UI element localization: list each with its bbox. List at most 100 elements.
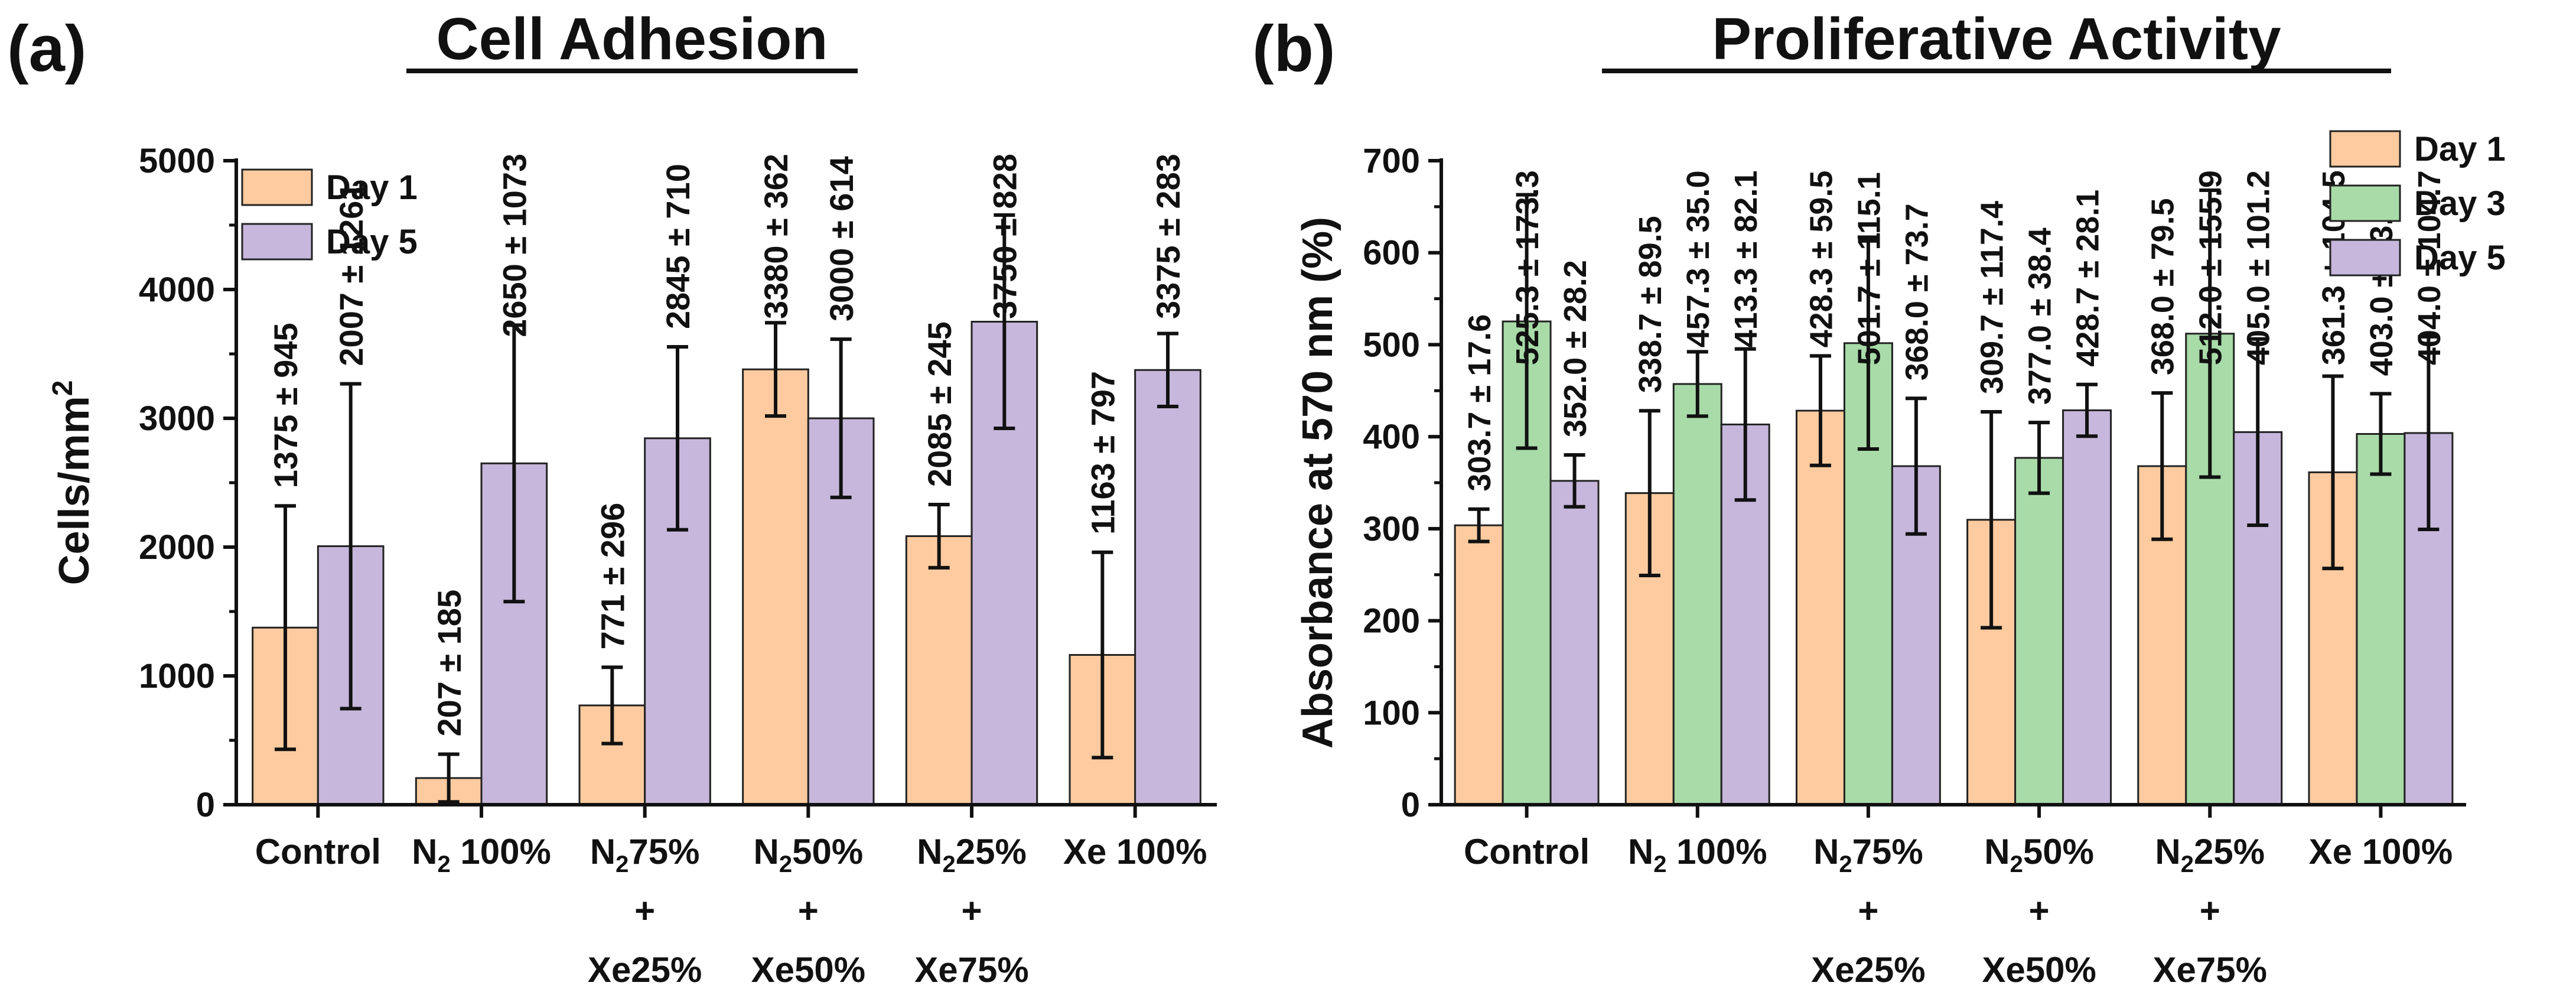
- y-axis-label: Cells/mm2: [47, 380, 98, 586]
- data-label: 413.3 ± 82.1: [1728, 171, 1764, 348]
- data-label: 368.0 ± 73.7: [1899, 203, 1935, 380]
- data-label: 3375 ± 283: [1149, 154, 1187, 319]
- legend-label: Day 5: [326, 223, 418, 261]
- x-tick-label-subscript: 2: [1653, 851, 1666, 877]
- x-tick-label-subscript: 2: [1839, 851, 1852, 877]
- data-label: 405.0 ± 101.2: [2241, 170, 2277, 365]
- x-tick-label-rest: 75%: [1852, 832, 1923, 871]
- x-tick-label-rest: 25%: [2194, 832, 2265, 871]
- x-tick-label-subscript: 2: [615, 851, 628, 877]
- x-tick-label: Xe 100%: [2309, 832, 2453, 871]
- x-tick-label: N250%: [1984, 832, 2094, 877]
- bar: [2014, 457, 2064, 806]
- x-tick-label-main: N: [753, 832, 779, 871]
- data-label: 377.0 ± 38.4: [2023, 227, 2058, 405]
- y-tick-label: 300: [1363, 510, 1420, 548]
- y-tick-label: 2000: [139, 528, 215, 567]
- data-label: 2007 ± 1261: [333, 183, 370, 366]
- x-tick-label-rest: 100%: [451, 832, 551, 871]
- y-tick-label: 1000: [139, 657, 215, 695]
- x-tick-label: N225%: [917, 832, 1027, 877]
- x-tick-label-subscript: 2: [2181, 851, 2194, 877]
- legend-label: Day 3: [2414, 184, 2506, 223]
- legend-swatch: [2329, 239, 2401, 277]
- x-tick-label: N275%: [1813, 832, 1923, 877]
- y-axis-label-superscript: 2: [47, 380, 79, 396]
- x-tick-label-line: Xe25%: [588, 950, 702, 990]
- data-label: 501.7 ± 115.1: [1851, 172, 1887, 365]
- y-tick-label: 0: [196, 786, 215, 824]
- bar: [1795, 409, 1845, 806]
- y-tick-label: 400: [1363, 418, 1420, 456]
- data-label: 1375 ± 945: [267, 323, 304, 488]
- y-tick-label: 700: [1363, 142, 1420, 180]
- data-label: 403.0 ± 43.7: [2364, 199, 2399, 376]
- y-axis-label-main: Cells/mm: [51, 396, 98, 585]
- x-tick-label-main: Xe 100%: [2309, 832, 2453, 871]
- legend-label: Day 5: [2414, 239, 2506, 277]
- bar: [2062, 409, 2112, 806]
- panel-b: (b) Proliferative Activity 303.7 ± 17.6 525…: [1252, 6, 2506, 990]
- data-label: 338.7 ± 89.5: [1633, 216, 1668, 393]
- data-label: 512.0 ± 155.9: [2193, 170, 2229, 365]
- x-tick-label-main: N: [917, 832, 942, 871]
- panel-tag: (b): [1252, 12, 1335, 85]
- x-tick-label-main: Control: [255, 832, 381, 871]
- x-tick-label-rest: 75%: [628, 832, 699, 871]
- y-tick-label: 5000: [139, 142, 215, 180]
- y-axis-label: Absorbance at 570 nm (%): [1294, 217, 1341, 749]
- bar: [2356, 432, 2406, 806]
- x-tick-label-rest: 25%: [956, 832, 1027, 871]
- data-label: 3380 ± 362: [757, 154, 794, 319]
- x-tick-label-main: N: [1984, 832, 2010, 871]
- x-tick-label-subscript: 2: [779, 851, 792, 877]
- data-label: 309.7 ± 117.4: [1975, 201, 2010, 394]
- legend-label: Day 1: [326, 168, 418, 207]
- legend-swatch: [2329, 130, 2401, 168]
- panel-title: Cell Adhesion: [436, 6, 828, 72]
- x-tick-label-main: N: [412, 832, 437, 871]
- legend-label: Day 1: [2414, 130, 2506, 168]
- x-tick-label-line: +: [1858, 891, 1878, 931]
- x-tick-label: N250%: [753, 832, 863, 877]
- data-label: 2650 ± 1073: [496, 154, 533, 337]
- data-label: 3750 ± 828: [986, 154, 1023, 319]
- bar: [1134, 369, 1201, 806]
- x-tick-label-line: +: [798, 891, 819, 931]
- data-label: 771 ± 296: [594, 503, 631, 650]
- data-label: 428.7 ± 28.1: [2070, 190, 2105, 367]
- data-label: 1163 ± 797: [1084, 371, 1121, 535]
- data-label: 303.7 ± 17.6: [1462, 314, 1497, 492]
- x-tick-label-subscript: 2: [437, 851, 450, 877]
- x-tick-label-line: +: [2029, 891, 2050, 931]
- y-tick-label: 600: [1363, 234, 1420, 272]
- data-label: 525.3 ± 173.3: [1510, 170, 1545, 365]
- x-tick-label-line: Xe75%: [2153, 950, 2267, 990]
- x-tick-label: N2 100%: [1628, 832, 1767, 877]
- legend-swatch: [2329, 184, 2401, 222]
- x-tick-label: N275%: [590, 832, 700, 877]
- x-tick-label: Control: [255, 832, 381, 871]
- data-label: 207 ± 185: [431, 590, 468, 737]
- x-tick-label: N225%: [2155, 832, 2265, 877]
- panel-title: Proliferative Activity: [1712, 6, 2281, 72]
- bar: [1672, 383, 1722, 806]
- x-tick-label-line: +: [634, 891, 655, 931]
- x-tick-label-subscript: 2: [943, 851, 956, 877]
- data-label: 3000 ± 614: [823, 156, 860, 321]
- y-tick-label: 3000: [139, 399, 215, 438]
- y-tick-label: 4000: [139, 271, 215, 309]
- data-label: 352.0 ± 28.2: [1558, 260, 1593, 437]
- y-tick-label: 0: [1401, 786, 1420, 824]
- y-tick-label: 200: [1363, 602, 1420, 640]
- x-tick-label-main: N: [1628, 832, 1653, 871]
- x-tick-label-rest: 50%: [2023, 832, 2094, 871]
- x-tick-label-main: N: [1813, 832, 1839, 871]
- x-tick-label: Control: [1464, 832, 1590, 871]
- data-label: 428.3 ± 59.5: [1803, 171, 1839, 348]
- x-tick-label-line: Xe75%: [914, 950, 1028, 990]
- x-tick-label-rest: 50%: [792, 832, 863, 871]
- x-tick-label-main: N: [590, 832, 615, 871]
- data-label: 457.3 ± 35.0: [1681, 171, 1716, 348]
